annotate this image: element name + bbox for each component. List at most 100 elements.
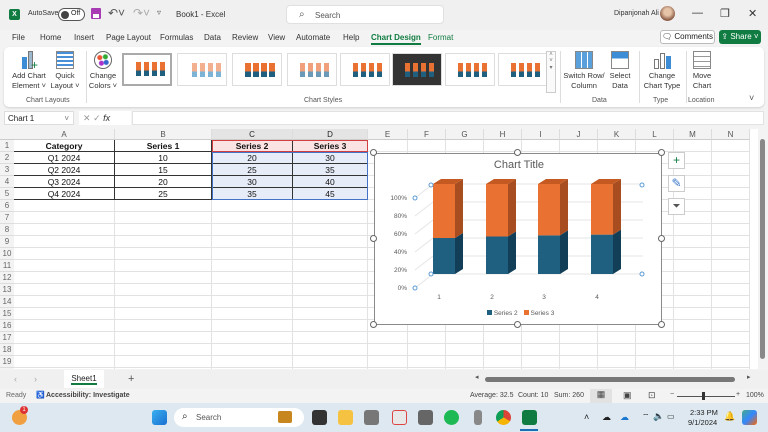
zoom-slider[interactable] [677, 396, 735, 397]
cell-h19[interactable] [484, 356, 522, 368]
cell-b11[interactable] [115, 260, 212, 272]
cell-i19[interactable] [522, 356, 560, 368]
resize-handle[interactable] [370, 321, 377, 328]
cell-c1[interactable]: Series 2 [212, 140, 293, 152]
sheet-tab-sheet1[interactable]: Sheet1 [64, 370, 104, 388]
row-header-9[interactable]: 9 [0, 236, 14, 248]
cell-h16[interactable] [484, 320, 522, 332]
column-header-i[interactable]: I [522, 129, 560, 140]
cell-c13[interactable] [212, 284, 293, 296]
gallery-scroll[interactable]: ˄ ˅ ▾ [546, 51, 556, 93]
cell-n10[interactable] [712, 248, 750, 260]
cell-n3[interactable] [712, 164, 750, 176]
column-header-b[interactable]: B [115, 129, 212, 140]
cell-a2[interactable]: Q1 2024 [14, 152, 115, 164]
cell-a4[interactable]: Q3 2024 [14, 176, 115, 188]
cell-a8[interactable] [14, 224, 115, 236]
cell-k17[interactable] [598, 332, 636, 344]
cell-c12[interactable] [212, 272, 293, 284]
status-average[interactable]: Average: 32.5 [470, 392, 514, 399]
cell-m13[interactable] [674, 284, 712, 296]
cell-k20[interactable] [598, 368, 636, 369]
cell-c3[interactable]: 25 [212, 164, 293, 176]
cell-n6[interactable] [712, 200, 750, 212]
cell-a16[interactable] [14, 320, 115, 332]
cell-c18[interactable] [212, 344, 293, 356]
cell-b7[interactable] [115, 212, 212, 224]
tab-file[interactable]: File [12, 33, 25, 42]
cell-b3[interactable]: 15 [115, 164, 212, 176]
column-header-h[interactable]: H [484, 129, 522, 140]
cell-d11[interactable] [293, 260, 368, 272]
file-explorer-icon[interactable] [338, 410, 353, 425]
cell-m6[interactable] [674, 200, 712, 212]
cell-d3[interactable]: 35 [293, 164, 368, 176]
cell-d17[interactable] [293, 332, 368, 344]
autosave-toggle[interactable]: Off [58, 8, 85, 21]
cell-c19[interactable] [212, 356, 293, 368]
resize-handle[interactable] [658, 149, 665, 156]
fx-icon[interactable]: fx [103, 113, 111, 123]
volume-icon[interactable]: 🔈 [653, 411, 665, 421]
customize-qat-icon[interactable]: ▿ [157, 8, 162, 17]
cell-m10[interactable] [674, 248, 712, 260]
row-header-1[interactable]: 1 [0, 140, 14, 152]
row-header-7[interactable]: 7 [0, 212, 14, 224]
cell-d20[interactable] [293, 368, 368, 369]
legend-series-2[interactable]: Series 2 [487, 310, 518, 317]
cell-n13[interactable] [712, 284, 750, 296]
redo-icon[interactable]: ↷˅ [133, 6, 151, 20]
zoom-level[interactable]: 100% [746, 392, 764, 399]
chart-style-2[interactable] [177, 53, 227, 86]
row-header-13[interactable]: 13 [0, 284, 14, 296]
row-header-5[interactable]: 5 [0, 188, 14, 200]
cell-f17[interactable] [408, 332, 446, 344]
cell-n14[interactable] [712, 296, 750, 308]
cell-b9[interactable] [115, 236, 212, 248]
cell-m12[interactable] [674, 272, 712, 284]
cell-n7[interactable] [712, 212, 750, 224]
chart-styles-brush-icon[interactable]: ✎ [668, 175, 685, 192]
cell-j19[interactable] [560, 356, 598, 368]
cell-d10[interactable] [293, 248, 368, 260]
quick-layout-button[interactable]: Quick Layout ˅ [50, 51, 80, 91]
row-header-16[interactable]: 16 [0, 320, 14, 332]
column-header-m[interactable]: M [674, 129, 712, 140]
cell-n18[interactable] [712, 344, 750, 356]
column-header-a[interactable]: A [14, 129, 115, 140]
tab-help[interactable]: Help [343, 33, 360, 42]
chart-style-3[interactable] [232, 53, 282, 86]
cell-g20[interactable] [446, 368, 484, 369]
cell-j16[interactable] [560, 320, 598, 332]
chart-elements-plus-icon[interactable]: + [668, 152, 685, 169]
cell-m19[interactable] [674, 356, 712, 368]
gallery-more-icon[interactable]: ▾ [549, 65, 553, 71]
cell-k18[interactable] [598, 344, 636, 356]
row-header-12[interactable]: 12 [0, 272, 14, 284]
row-header-19[interactable]: 19 [0, 356, 14, 368]
cell-i1[interactable] [522, 140, 560, 152]
cell-n19[interactable] [712, 356, 750, 368]
cell-c2[interactable]: 20 [212, 152, 293, 164]
minimize-button[interactable]: — [692, 7, 703, 19]
cell-a15[interactable] [14, 308, 115, 320]
cell-n16[interactable] [712, 320, 750, 332]
cell-a18[interactable] [14, 344, 115, 356]
cell-f16[interactable] [408, 320, 446, 332]
chart-style-6[interactable] [392, 53, 442, 86]
avatar[interactable] [660, 6, 675, 21]
resize-handle[interactable] [514, 149, 521, 156]
cell-d12[interactable] [293, 272, 368, 284]
cell-j1[interactable] [560, 140, 598, 152]
cell-l19[interactable] [636, 356, 674, 368]
cell-b5[interactable]: 25 [115, 188, 212, 200]
row-header-2[interactable]: 2 [0, 152, 14, 164]
cell-b14[interactable] [115, 296, 212, 308]
cell-h17[interactable] [484, 332, 522, 344]
cell-b20[interactable] [115, 368, 212, 369]
cell-j20[interactable] [560, 368, 598, 369]
column-header-n[interactable]: N [712, 129, 750, 140]
calculator-icon[interactable] [364, 410, 379, 425]
page-break-view-icon[interactable]: ⊡ [648, 390, 656, 400]
tab-page-layout[interactable]: Page Layout [106, 33, 151, 42]
